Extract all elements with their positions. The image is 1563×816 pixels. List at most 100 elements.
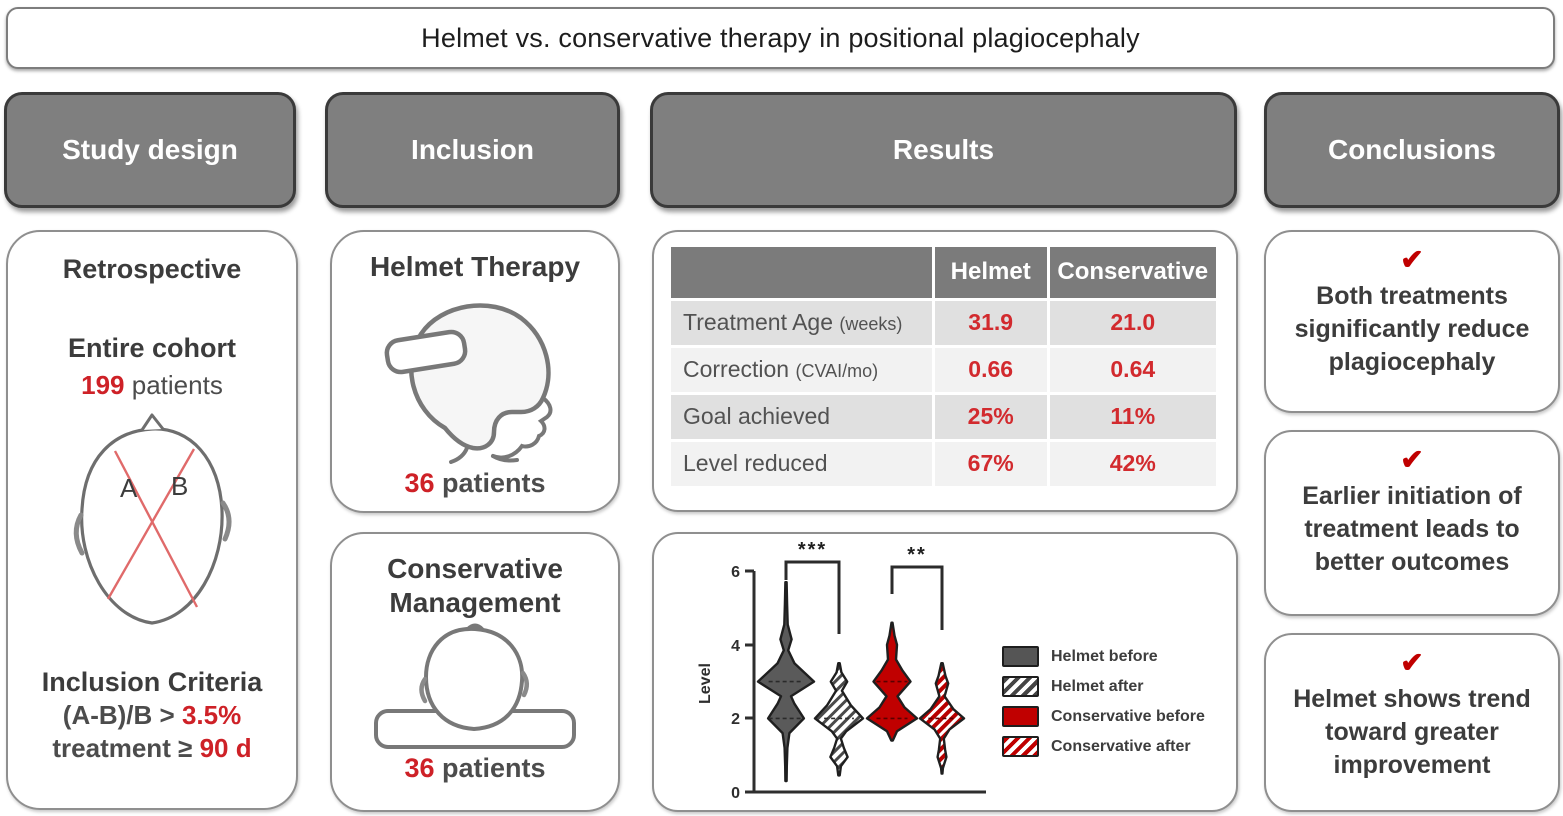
significance-bracket <box>890 565 944 630</box>
conservative-title-line1: Conservative <box>387 553 563 584</box>
neck-back-line <box>449 445 469 464</box>
row-label: Level reduced <box>671 440 935 489</box>
legend-item-conservative-before: Conservative before <box>1002 706 1205 727</box>
helmet-after-swatch-icon <box>1002 676 1039 697</box>
skull-outline <box>80 427 224 625</box>
nose-bump <box>466 623 484 632</box>
table-row: Level reduced 67% 42% <box>671 440 1220 489</box>
conservative-value: 21.0 <box>1048 299 1220 348</box>
left-ear-shape <box>73 512 85 556</box>
checkmark-icon: ✔ <box>1400 244 1424 275</box>
violin-plot: 6 4 2 0 Level *** ** <box>697 539 986 802</box>
conclusion-card-1: ✔ Both treatments significantly reduce p… <box>1264 230 1560 413</box>
significance-stars: *** <box>798 539 827 561</box>
study-design-card: Retrospective Entire cohort 199 patients… <box>6 230 298 810</box>
row-label-text: Treatment Age <box>683 309 834 335</box>
cohort-count-line: 199 patients <box>8 370 296 401</box>
table-header-row: Helmet Conservative <box>671 247 1220 301</box>
y-tick-0: 0 <box>731 785 740 802</box>
helmet-therapy-title: Helmet Therapy <box>369 251 581 282</box>
violin-helmet-after <box>813 662 865 777</box>
conservative-after-swatch-icon <box>1002 736 1039 757</box>
legend-label: Conservative before <box>1051 707 1205 725</box>
table-header-empty <box>671 247 935 301</box>
checkmark-icon: ✔ <box>1400 444 1424 475</box>
y-axis-label: Level <box>697 663 714 704</box>
row-label-text: Correction <box>683 356 790 382</box>
header-results: Results <box>650 92 1237 208</box>
conservative-title: Conservative Management <box>332 552 618 619</box>
conclusion-text-2: Earlier initiation of treatment leads to… <box>1302 482 1522 576</box>
conservative-patient-count: 36 <box>404 753 435 784</box>
conservative-patients-line: 36 patients <box>332 753 618 784</box>
legend-label: Helmet before <box>1051 647 1158 665</box>
face-profile <box>491 395 553 460</box>
conservative-value: 0.64 <box>1048 346 1220 395</box>
plot-legend: Helmet before Helmet after Conservative … <box>1002 646 1205 757</box>
row-label-text: Level reduced <box>683 450 828 476</box>
significance-stars: ** <box>907 544 927 566</box>
helmet-value: 67% <box>933 440 1050 489</box>
y-tick-2: 2 <box>731 711 740 728</box>
row-label: Correction (CVAI/mo) <box>671 346 935 395</box>
cohort-unit: patients <box>131 370 223 400</box>
diagonal-a-label: A <box>120 473 138 503</box>
header-inclusion: Inclusion <box>325 92 620 208</box>
left-ear-shape <box>419 676 428 704</box>
helmet-patients-line: 36 patients <box>332 468 618 499</box>
head-top-shape <box>423 627 525 732</box>
nose-shape <box>140 413 165 431</box>
row-label: Treatment Age (weeks) <box>671 299 935 348</box>
table-header-helmet: Helmet <box>933 247 1050 301</box>
legend-label: Conservative after <box>1051 737 1191 755</box>
cohort-count: 199 <box>81 370 125 400</box>
y-tick-marks <box>745 569 754 794</box>
criteria-line-1: (A-B)/B > 3.5% <box>8 700 296 731</box>
diagonal-a-line <box>113 450 199 608</box>
conservative-value: 11% <box>1048 393 1220 442</box>
legend-label: Helmet after <box>1051 677 1144 695</box>
criteria-line-2-pre: treatment ≥ <box>52 733 200 763</box>
results-table-card: Helmet Conservative Treatment Age (weeks… <box>652 230 1238 512</box>
legend-item-helmet-before: Helmet before <box>1002 646 1205 667</box>
helmet-therapy-card: Helmet Therapy 36 patients <box>330 230 620 513</box>
criteria-line-1-pre: (A-B)/B > <box>62 700 182 730</box>
diagonal-b-label: B <box>171 471 188 501</box>
row-label-text: Goal achieved <box>683 403 831 429</box>
header-results-label: Results <box>892 134 995 165</box>
violin-conservative-after <box>918 662 966 775</box>
conservative-before-swatch-icon <box>1002 706 1039 727</box>
helmet-patient-count: 36 <box>404 467 435 498</box>
conservative-title-line2: Management <box>389 586 561 618</box>
helmet-before-swatch-icon <box>1002 646 1039 667</box>
helmet-value: 25% <box>933 393 1050 442</box>
criteria-line-1-value: 3.5% <box>181 700 242 730</box>
helmet-value: 0.66 <box>933 346 1050 395</box>
significance-bracket <box>784 560 841 634</box>
header-study-design: Study design <box>4 92 296 208</box>
table-row: Correction (CVAI/mo) 0.66 0.64 <box>671 346 1220 395</box>
row-label-unit: (weeks) <box>839 314 903 334</box>
checkmark-icon: ✔ <box>1400 647 1424 678</box>
right-ear-shape <box>220 500 232 542</box>
neck-front-line <box>491 453 519 463</box>
header-conclusions: Conclusions <box>1264 92 1560 208</box>
helmet-value: 31.9 <box>933 299 1050 348</box>
table-row: Goal achieved 25% 11% <box>671 393 1220 442</box>
header-conclusions-label: Conclusions <box>1327 134 1496 165</box>
inclusion-criteria-title: Inclusion Criteria <box>41 667 263 697</box>
significance-brackets-group: *** ** <box>784 539 944 634</box>
head-on-pillow-icon <box>374 623 576 750</box>
y-tick-4: 4 <box>731 638 740 655</box>
legend-item-helmet-after: Helmet after <box>1002 676 1205 697</box>
row-label: Goal achieved <box>671 393 935 442</box>
helmet-patient-unit: patients <box>442 467 546 498</box>
right-ear-shape <box>520 670 529 698</box>
y-tick-6: 6 <box>731 564 740 581</box>
conservative-management-card: Conservative Management 36 patients <box>330 532 620 812</box>
table-header-conservative: Conservative <box>1048 247 1220 301</box>
conclusion-card-2: ✔ Earlier initiation of treatment leads … <box>1264 430 1560 616</box>
diagonal-b-line <box>106 448 196 600</box>
criteria-line-2-value: 90 d <box>199 733 252 763</box>
